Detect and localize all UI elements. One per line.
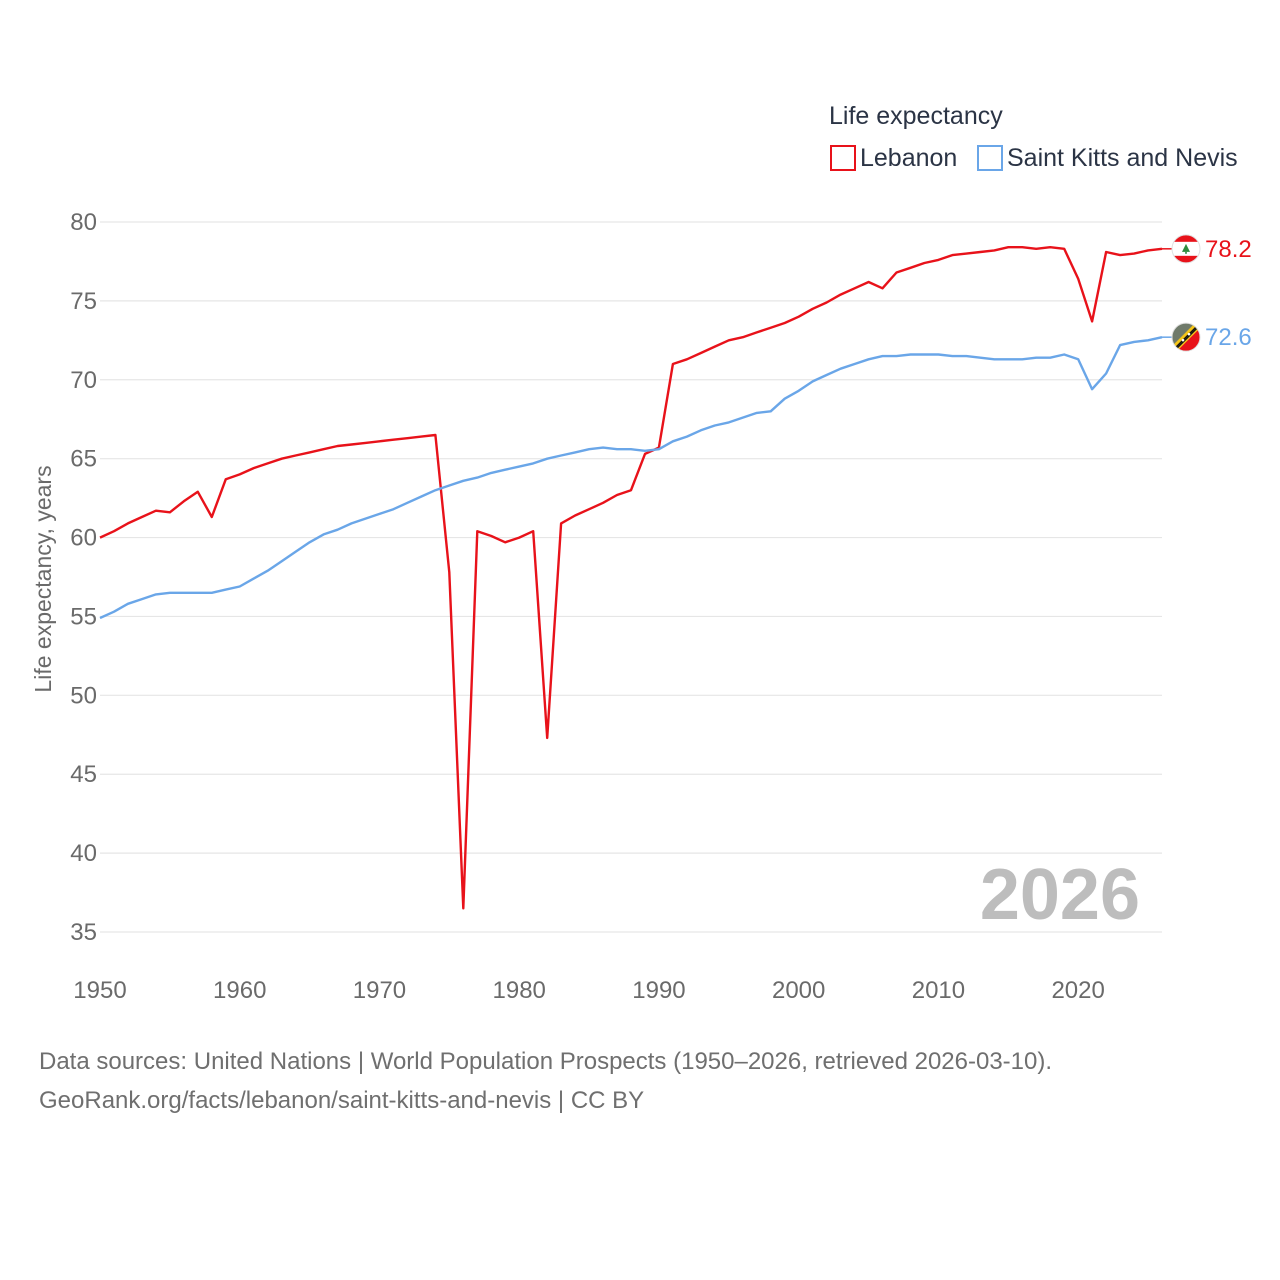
source-note: Data sources: United Nations | World Pop… <box>39 1048 1052 1075</box>
y-axis-label: Life expectancy, years <box>30 465 56 692</box>
series-lines <box>99 246 1163 910</box>
y-tick-60: 60 <box>70 525 97 552</box>
legend-label-lebanon: Lebanon <box>860 144 957 172</box>
y-tick-75: 75 <box>70 288 97 315</box>
lebanon-end-value: 78.2 <box>1205 236 1252 263</box>
series-line-lebanon[interactable] <box>99 246 1163 910</box>
x-tick-1960: 1960 <box>213 977 266 1004</box>
year-watermark: 2026 <box>980 855 1140 935</box>
y-axis: 35 40 45 50 55 60 65 70 75 80 <box>70 209 97 946</box>
y-tick-50: 50 <box>70 682 97 709</box>
x-tick-1950: 1950 <box>73 977 126 1004</box>
y-tick-65: 65 <box>70 446 97 473</box>
saint-kitts-end-marker: 72.6 <box>1162 322 1252 352</box>
x-tick-1980: 1980 <box>493 977 546 1004</box>
x-axis: 1950 1960 1970 1980 1990 2000 2010 2020 <box>73 977 1105 1004</box>
legend-item-saint-kitts-and-nevis[interactable]: Saint Kitts and Nevis <box>977 144 1238 172</box>
x-tick-2020: 2020 <box>1051 977 1104 1004</box>
y-tick-35: 35 <box>70 919 97 946</box>
lebanon-flag-icon <box>1171 234 1201 264</box>
source-link[interactable]: GeoRank.org/facts/lebanon/saint-kitts-an… <box>39 1087 644 1114</box>
legend-title: Life expectancy <box>829 102 1003 130</box>
y-tick-55: 55 <box>70 603 97 630</box>
y-tick-80: 80 <box>70 209 97 236</box>
saint-kitts-and-nevis-flag-icon <box>1171 322 1201 352</box>
series-line-saint-kitts-and-nevis[interactable] <box>99 336 1163 620</box>
legend-label-saint-kitts-and-nevis: Saint Kitts and Nevis <box>1007 144 1238 172</box>
lebanon-end-marker: 78.2 <box>1162 234 1252 264</box>
gridlines <box>100 221 1162 933</box>
legend-item-lebanon[interactable]: Lebanon <box>830 144 957 172</box>
legend-swatch-lebanon <box>830 145 856 171</box>
saint-kitts-end-value: 72.6 <box>1205 324 1252 351</box>
y-tick-40: 40 <box>70 840 97 867</box>
x-tick-1990: 1990 <box>632 977 685 1004</box>
x-tick-1970: 1970 <box>353 977 406 1004</box>
y-tick-70: 70 <box>70 367 97 394</box>
x-tick-2010: 2010 <box>912 977 965 1004</box>
y-tick-45: 45 <box>70 761 97 788</box>
x-tick-2000: 2000 <box>772 977 825 1004</box>
legend-swatch-saint-kitts-and-nevis <box>977 145 1003 171</box>
